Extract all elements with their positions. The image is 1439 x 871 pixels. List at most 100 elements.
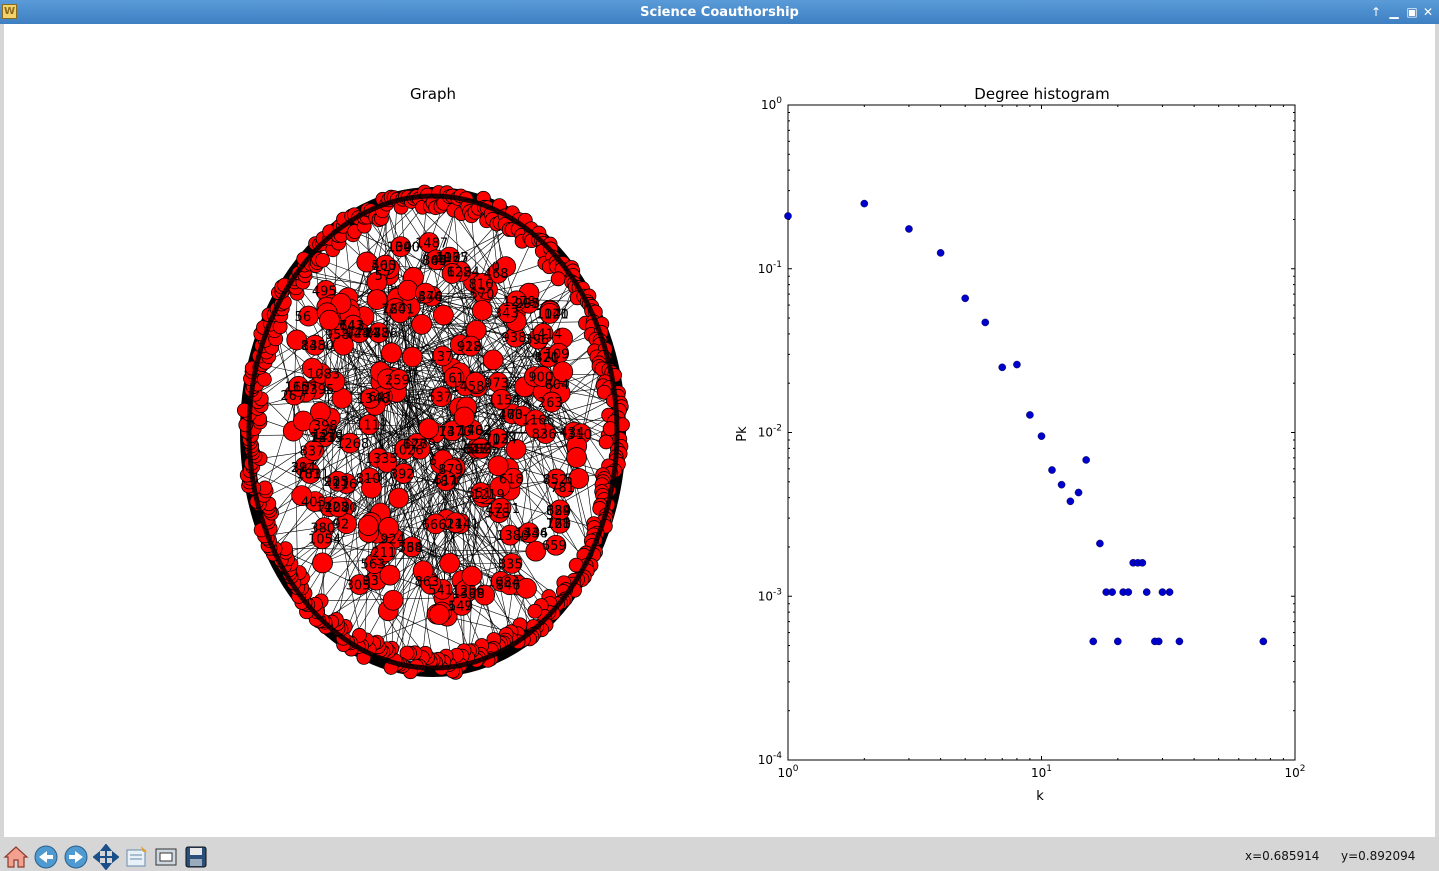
- svg-text:1011: 1011: [296, 468, 329, 483]
- svg-text:938: 938: [501, 331, 526, 346]
- svg-text:1157: 1157: [285, 380, 318, 395]
- svg-text:421: 421: [534, 351, 559, 366]
- svg-text:778: 778: [365, 327, 390, 342]
- svg-text:137: 137: [429, 350, 454, 365]
- svg-text:310: 310: [567, 428, 592, 443]
- svg-text:852: 852: [542, 473, 567, 488]
- data-point: [1154, 637, 1163, 646]
- configure-subplots-icon[interactable]: [123, 844, 149, 870]
- svg-text:465: 465: [371, 259, 396, 274]
- svg-text:564: 564: [398, 541, 423, 556]
- svg-text:1441: 1441: [446, 517, 479, 532]
- svg-text:1414: 1414: [529, 327, 562, 342]
- zoom-icon[interactable]: [153, 844, 179, 870]
- data-point: [1165, 588, 1174, 596]
- data-point: [998, 363, 1007, 372]
- svg-text:713: 713: [484, 432, 509, 447]
- x-coordinate-readout: x=0.685914: [1245, 849, 1320, 863]
- up-arrow-icon[interactable]: ↑: [1370, 5, 1382, 19]
- svg-text:1070: 1070: [324, 501, 357, 516]
- svg-text:1224: 1224: [447, 265, 480, 280]
- svg-text:208: 208: [324, 501, 349, 516]
- svg-text:611: 611: [434, 474, 459, 489]
- svg-text:1458: 1458: [451, 380, 484, 395]
- svg-text:160: 160: [285, 380, 310, 395]
- svg-text:1348: 1348: [357, 392, 390, 407]
- svg-text:737: 737: [438, 425, 463, 440]
- svg-text:1339: 1339: [310, 431, 343, 446]
- svg-text:922: 922: [457, 340, 482, 355]
- svg-text:305: 305: [346, 579, 371, 594]
- svg-text:496: 496: [435, 251, 460, 266]
- maximize-icon[interactable]: ▣: [1406, 5, 1418, 19]
- window-titlebar: W Science Coauthorship ↑ ▁ ▣ ✕: [0, 0, 1439, 24]
- svg-text:618: 618: [499, 472, 524, 487]
- svg-text:1117: 1117: [355, 419, 388, 434]
- y-axis-label: Pk: [735, 426, 750, 442]
- svg-text:434: 434: [560, 426, 585, 441]
- graph-title: Graph: [410, 85, 456, 103]
- svg-text:835: 835: [498, 557, 523, 572]
- svg-text:604: 604: [544, 378, 569, 393]
- data-point: [784, 212, 792, 220]
- svg-text:659: 659: [542, 539, 567, 554]
- x-tick-label: 100: [777, 764, 798, 780]
- svg-text:1054: 1054: [308, 533, 341, 548]
- svg-text:1436: 1436: [515, 527, 548, 542]
- svg-text:846: 846: [496, 579, 521, 594]
- app-icon: W: [2, 4, 17, 19]
- back-icon[interactable]: [33, 844, 59, 870]
- svg-text:582: 582: [467, 442, 492, 457]
- svg-text:473: 473: [498, 408, 523, 423]
- svg-text:563: 563: [361, 558, 386, 573]
- minimize-icon[interactable]: ▁: [1389, 5, 1399, 19]
- svg-text:741: 741: [310, 431, 335, 446]
- svg-text:116: 116: [332, 477, 357, 492]
- pan-icon[interactable]: [93, 844, 119, 870]
- svg-text:1233: 1233: [310, 431, 343, 446]
- svg-text:343: 343: [494, 307, 519, 322]
- svg-text:578: 578: [485, 507, 510, 522]
- svg-text:628: 628: [447, 265, 472, 280]
- svg-text:405: 405: [301, 495, 326, 510]
- svg-text:178: 178: [458, 424, 483, 439]
- svg-text:495: 495: [312, 284, 337, 299]
- svg-text:92: 92: [333, 518, 350, 533]
- window-title: Science Coauthorship: [640, 5, 799, 20]
- home-icon[interactable]: [3, 844, 29, 870]
- data-point: [1096, 539, 1104, 548]
- svg-text:161: 161: [440, 371, 465, 386]
- svg-text:889: 889: [546, 504, 571, 519]
- data-point: [1158, 588, 1167, 596]
- forward-icon[interactable]: [63, 844, 89, 870]
- svg-text:1271: 1271: [312, 428, 345, 443]
- svg-text:1077: 1077: [435, 251, 468, 266]
- svg-text:1256: 1256: [452, 584, 485, 599]
- svg-text:837: 837: [300, 445, 325, 460]
- svg-text:900: 900: [528, 370, 553, 385]
- svg-text:57: 57: [375, 269, 392, 284]
- svg-text:487: 487: [432, 475, 457, 490]
- svg-text:874: 874: [418, 290, 443, 305]
- save-icon[interactable]: [183, 844, 209, 870]
- svg-text:1135: 1135: [435, 251, 468, 266]
- svg-text:879: 879: [438, 463, 463, 478]
- svg-text:1444: 1444: [345, 327, 378, 342]
- data-point: [1175, 637, 1184, 646]
- svg-text:958: 958: [325, 328, 350, 343]
- svg-text:1350: 1350: [301, 339, 334, 354]
- figure-canvas[interactable]: Graph 1020 604 628 778 1077 900 160 1024 922 918 1…: [4, 24, 1435, 837]
- data-point: [1013, 360, 1021, 369]
- svg-text:446: 446: [418, 290, 443, 305]
- svg-text:1219: 1219: [472, 488, 505, 503]
- data-point: [1142, 588, 1151, 596]
- svg-text:892: 892: [390, 467, 415, 482]
- svg-text:1268: 1268: [336, 437, 369, 452]
- data-point: [1074, 488, 1083, 497]
- svg-text:1269: 1269: [403, 438, 436, 453]
- svg-text:738: 738: [398, 541, 423, 556]
- close-icon[interactable]: ✕: [1422, 5, 1434, 19]
- svg-text:905: 905: [515, 297, 540, 312]
- x-axis-label: k: [1036, 789, 1044, 804]
